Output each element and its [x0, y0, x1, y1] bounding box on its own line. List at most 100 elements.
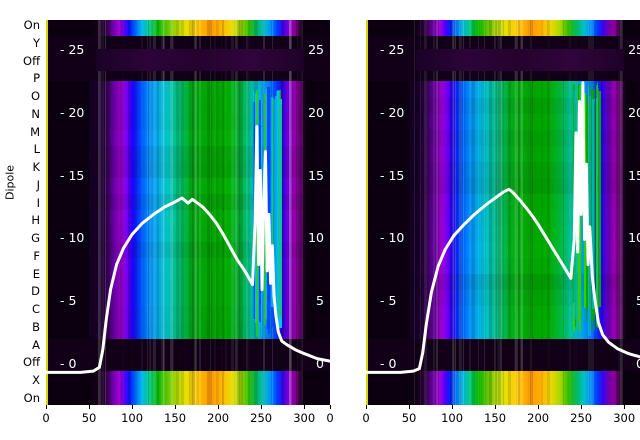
category-label: Off	[23, 355, 40, 370]
column-noise	[446, 20, 448, 405]
spectrum-band	[366, 371, 640, 405]
column-noise	[520, 20, 523, 405]
category-label: X	[32, 373, 40, 388]
column-noise	[622, 20, 625, 405]
category-label: B	[32, 319, 40, 334]
column-noise	[483, 20, 485, 405]
category-label: L	[33, 142, 40, 157]
x-tick-label: 300	[613, 411, 636, 425]
column-noise	[568, 20, 571, 405]
column-noise	[541, 20, 544, 405]
column-noise	[471, 20, 475, 405]
panel-x-plot[interactable]: - 0 0 - 5 5 - 10 10 - 15 15 - 20 20 - 25 25	[46, 20, 330, 405]
x-tick-mark	[366, 405, 367, 409]
column-noise	[498, 20, 502, 405]
category-label: Off	[23, 53, 40, 68]
category-label: P	[33, 71, 40, 86]
spike-stripe	[279, 90, 281, 320]
x-tick-mark	[330, 405, 331, 409]
category-label: H	[31, 213, 40, 228]
column-noise	[239, 20, 243, 405]
spike-stripe	[599, 98, 602, 303]
category-label: On	[23, 391, 40, 405]
x-tick-label: 50	[401, 411, 417, 425]
category-label: O	[30, 89, 40, 104]
spectrum-band	[46, 20, 330, 37]
column-noise	[221, 20, 224, 405]
x-tick-mark	[495, 405, 497, 409]
x-tick-mark	[89, 405, 91, 409]
x-tick-mark	[581, 405, 583, 409]
spike-stripe	[261, 99, 263, 339]
x-tick-mark	[132, 405, 134, 409]
category-label: F	[33, 248, 40, 263]
spike-stripe	[596, 84, 599, 328]
x-tick-mark	[261, 405, 263, 409]
spike-stripe	[594, 101, 596, 318]
x-tick-label: 0	[326, 411, 334, 425]
column-noise	[432, 20, 436, 405]
y-tick-label: - 5	[60, 293, 77, 309]
column-noise	[292, 20, 294, 405]
column-noise	[177, 20, 180, 405]
column-noise	[150, 20, 153, 405]
column-noise	[105, 20, 107, 405]
column-noise	[413, 20, 417, 405]
spike-stripe	[263, 93, 267, 325]
x-tick-label: 300	[293, 411, 316, 425]
y-tick-label-right: 0	[636, 356, 640, 371]
column-noise	[502, 20, 505, 405]
column-noise	[508, 20, 511, 405]
y-tick-label-right: 15	[628, 167, 640, 183]
band-gradient	[90, 371, 305, 405]
category-label: D	[31, 284, 40, 299]
y-tick-label-right: 10	[628, 230, 640, 246]
column-noise	[134, 20, 137, 405]
column-noise	[420, 20, 422, 405]
column-noise	[295, 20, 299, 405]
category-label: On	[23, 18, 40, 32]
column-noise	[489, 20, 492, 405]
y-tick-label-right: 20	[308, 105, 324, 121]
column-noise	[464, 20, 466, 405]
column-noise	[562, 20, 565, 405]
column-noise	[618, 20, 621, 405]
category-label: K	[32, 160, 40, 175]
x-tick-label: 200	[207, 411, 230, 425]
column-noise	[477, 20, 480, 405]
axis-edge-line	[366, 20, 368, 405]
x-tick-mark	[538, 405, 540, 409]
category-label: G	[31, 231, 40, 246]
x-tick-mark	[46, 405, 47, 409]
y-tick-label: - 10	[380, 230, 405, 246]
x-tick-mark	[409, 405, 411, 409]
axis-edge-line	[46, 20, 48, 405]
x-tick-mark	[218, 405, 220, 409]
column-noise	[248, 20, 250, 405]
spike-stripe	[574, 90, 577, 319]
category-label: C	[31, 302, 40, 317]
x-tick-label: 250	[570, 411, 593, 425]
category-label: I	[36, 195, 40, 210]
x-tick-label: 0	[362, 411, 370, 425]
column-noise	[452, 20, 454, 405]
x-axis-left: 0 50 100 150 200 250 300 0	[42, 405, 334, 435]
column-noise	[108, 20, 109, 405]
column-noise	[616, 20, 618, 405]
column-noise	[206, 20, 210, 405]
x-tick-mark	[624, 405, 626, 409]
column-noise	[515, 20, 518, 405]
y-tick-label: - 5	[380, 293, 397, 309]
column-noise	[201, 20, 204, 405]
column-noise	[123, 20, 125, 405]
column-noise	[157, 20, 159, 405]
x-tick-mark	[452, 405, 454, 409]
category-label: N	[31, 106, 40, 121]
y-tick-label: - 15	[60, 167, 85, 183]
column-noise	[468, 20, 472, 405]
column-noise	[191, 20, 196, 405]
panel-y-plot[interactable]: - 0 0 - 5 5 - 10 10 - 15 15 - 20 20 - 25 25	[366, 20, 640, 405]
spike-stripe	[252, 96, 254, 321]
